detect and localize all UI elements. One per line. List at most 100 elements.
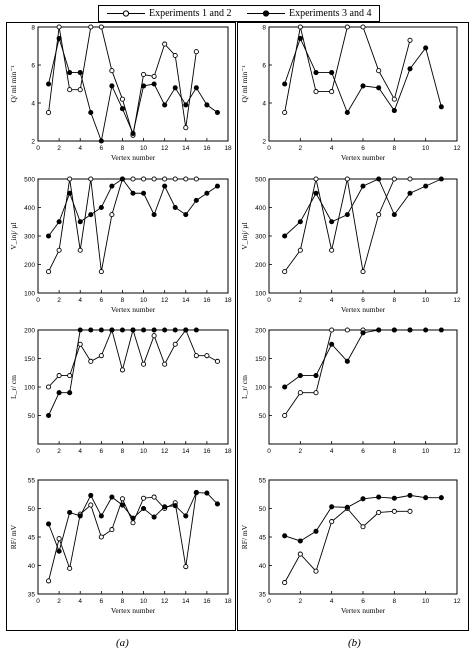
series-line-1 [284, 507, 410, 583]
data-point-series-1 [282, 580, 288, 586]
x-tick-label: 4 [78, 297, 82, 304]
data-point-series-2 [193, 85, 199, 91]
legend-label-series1: Experiments 1 and 2 [149, 8, 232, 19]
data-point-series-1 [77, 87, 83, 93]
data-point-series-1 [77, 341, 83, 347]
x-tick-label: 14 [182, 145, 190, 152]
data-point-series-2 [162, 504, 168, 510]
data-point-series-2 [423, 183, 429, 189]
data-point-series-1 [282, 412, 288, 419]
legend: Experiments 1 and 2 Experiments 3 and 4 [98, 5, 380, 22]
x-tick-label: 4 [78, 598, 82, 605]
panel-a [6, 22, 236, 631]
data-point-series-2 [141, 505, 147, 512]
data-point-series-1 [183, 564, 189, 570]
x-tick-label: 0 [36, 297, 40, 304]
x-tick-label: 6 [361, 598, 365, 605]
data-point-series-2 [297, 219, 303, 225]
y-tick-label: 2 [31, 138, 35, 145]
data-point-series-1 [151, 176, 157, 182]
data-point-series-1 [56, 247, 62, 253]
y-tick-label: 8 [262, 24, 266, 31]
data-point-series-2 [297, 373, 303, 379]
data-point-series-1 [88, 502, 94, 508]
data-point-series-1 [119, 96, 125, 102]
chart-b-2: 0 2 4 6 8 10 12 100 200 300 400 500 Vertex number V_i… [240, 176, 461, 314]
data-point-series-2 [282, 384, 288, 390]
data-point-series-2 [313, 528, 319, 534]
x-tick-label: 12 [453, 297, 461, 304]
data-point-series-1 [183, 176, 189, 182]
data-point-series-2 [88, 492, 94, 498]
data-point-series-1 [193, 353, 199, 359]
data-point-series-1 [141, 176, 147, 182]
data-point-series-1 [344, 24, 350, 30]
data-point-series-2 [109, 83, 115, 89]
y-tick-label: 500 [255, 176, 266, 183]
data-point-series-2 [56, 35, 62, 41]
data-point-series-2 [344, 358, 350, 364]
x-tick-label: 6 [100, 448, 104, 455]
x-tick-label: 12 [161, 448, 169, 455]
data-point-series-1 [313, 568, 319, 574]
data-point-series-1 [282, 269, 288, 275]
chart-a-3: 0 2 4 6 8 10 12 14 16 18 50 100 150 200 L_r/ cm [9, 327, 232, 455]
data-point-series-2 [67, 190, 73, 196]
data-point-series-1 [193, 49, 199, 55]
data-point-series-2 [77, 327, 83, 333]
data-point-series-2 [172, 503, 178, 509]
data-point-series-2 [438, 327, 444, 333]
y-tick-label: 45 [259, 534, 267, 541]
x-tick-label: 16 [203, 297, 211, 304]
data-point-series-2 [423, 327, 429, 333]
y-tick-label: 100 [255, 384, 266, 391]
data-point-series-1 [151, 333, 157, 339]
x-tick-label: 14 [182, 448, 190, 455]
data-point-series-1 [407, 508, 413, 514]
y-tick-label: 50 [259, 413, 267, 420]
x-tick-label: 12 [453, 448, 461, 455]
data-point-series-1 [407, 176, 413, 182]
x-tick-label: 18 [224, 598, 232, 605]
data-point-series-1 [360, 524, 366, 530]
data-point-series-2 [391, 212, 397, 218]
x-tick-label: 10 [422, 297, 430, 304]
y-tick-label: 45 [28, 534, 36, 541]
data-point-series-2 [77, 70, 83, 76]
x-tick-label: 10 [140, 598, 148, 605]
data-point-series-1 [151, 73, 157, 79]
data-point-series-2 [130, 190, 136, 196]
data-point-series-1 [344, 327, 350, 333]
x-tick-label: 2 [57, 598, 61, 605]
data-point-series-2 [77, 513, 83, 519]
y-tick-label: 8 [31, 24, 35, 31]
data-point-series-2 [98, 204, 104, 211]
data-point-series-2 [98, 138, 104, 144]
y-tick-label: 500 [24, 176, 35, 183]
data-point-series-1 [329, 327, 335, 333]
plot-frame [37, 26, 229, 142]
y-tick-label: 35 [28, 591, 36, 598]
x-tick-label: 2 [299, 145, 303, 152]
data-point-series-2 [391, 108, 397, 114]
plot-frame [37, 479, 229, 595]
x-tick-label: 10 [422, 145, 430, 152]
x-tick-label: 0 [267, 598, 271, 605]
data-point-series-1 [391, 176, 397, 182]
data-point-series-1 [46, 109, 52, 116]
data-point-series-1 [98, 353, 104, 359]
panel-b [237, 22, 469, 631]
data-point-series-2 [151, 514, 157, 520]
data-point-series-2 [162, 102, 168, 108]
data-point-series-2 [376, 327, 382, 333]
data-point-series-2 [329, 341, 335, 347]
x-tick-label: 6 [100, 598, 104, 605]
x-tick-label: 6 [100, 145, 104, 152]
data-point-series-2 [151, 212, 157, 218]
data-point-series-2 [141, 190, 147, 196]
x-tick-label: 12 [453, 145, 461, 152]
data-point-series-1 [130, 520, 136, 526]
data-point-series-1 [172, 52, 178, 59]
x-tick-label: 8 [393, 598, 397, 605]
